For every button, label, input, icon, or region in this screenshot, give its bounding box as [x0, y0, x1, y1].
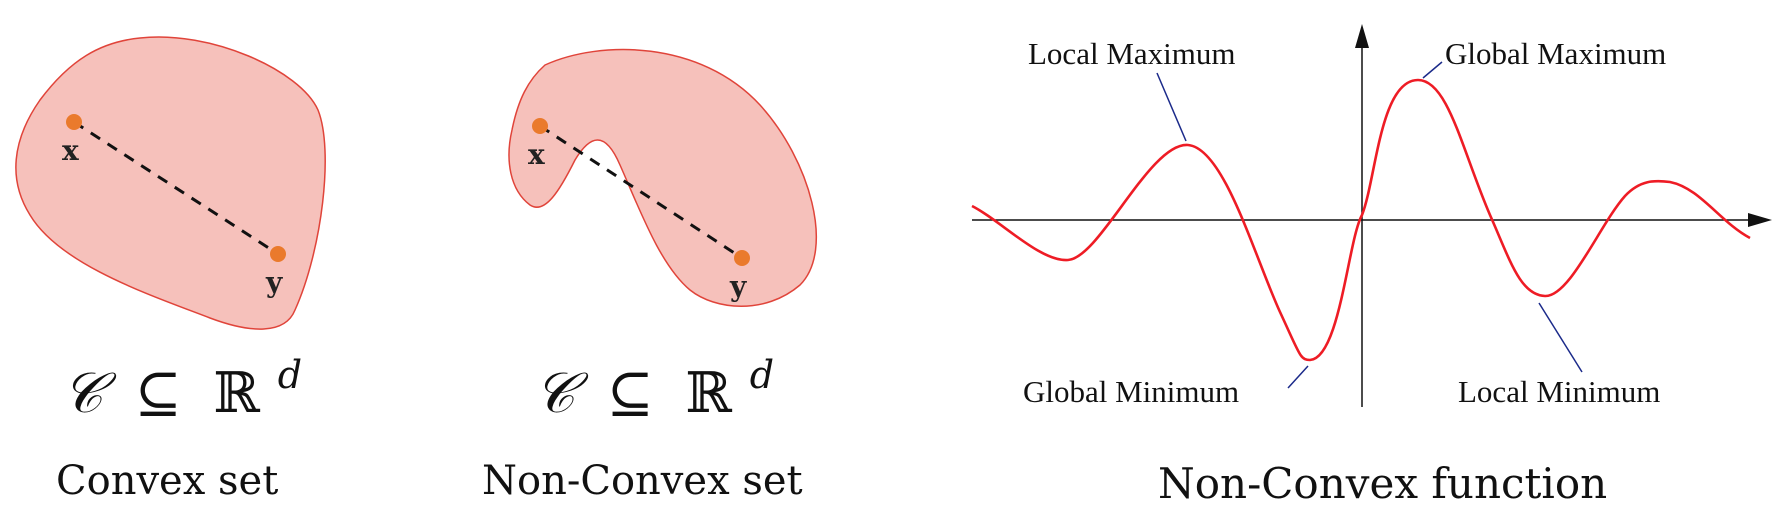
function-curve: [971, 78, 1751, 362]
dimension-symbol: d: [750, 353, 774, 397]
point-y: [734, 250, 750, 266]
dimension-symbol: d: [278, 353, 302, 397]
convex-set-shape: [15, 36, 326, 330]
point-x-label: x: [528, 138, 545, 171]
set-formula: 𝒞 ⊆ ℝ d: [534, 353, 774, 426]
set-symbol: 𝒞: [62, 361, 117, 426]
subset-symbol: ⊆: [135, 361, 182, 426]
point-x-label: x: [62, 134, 79, 167]
y-axis-arrow-icon: [1355, 24, 1369, 48]
x-axis-arrow-icon: [1748, 213, 1772, 227]
convex-set-panel: x y 𝒞 ⊆ ℝ d Convex set: [15, 36, 326, 504]
nonconvex-set-panel: x y 𝒞 ⊆ ℝ d Non-Convex set: [482, 48, 818, 504]
point-y-label: y: [265, 266, 283, 299]
caption-convex-set: Convex set: [56, 458, 278, 504]
point-x: [66, 114, 82, 130]
annotation-local-minimum: Local Minimum: [1458, 374, 1660, 409]
segment-x-y: [539, 124, 743, 260]
point-y: [270, 246, 286, 262]
point-y-label: y: [729, 270, 747, 303]
set-symbol: 𝒞: [534, 361, 589, 426]
space-symbol: ℝ: [685, 361, 733, 426]
leader-global-maximum: [1422, 61, 1443, 79]
caption-nonconvex-set: Non-Convex set: [482, 458, 803, 504]
segment-x-y: [73, 120, 279, 256]
nonconvex-function-panel: Local Maximum Global Maximum Global Mini…: [971, 24, 1772, 508]
annotation-global-maximum: Global Maximum: [1445, 36, 1666, 71]
annotation-local-maximum: Local Maximum: [1028, 36, 1235, 71]
leader-local-maximum: [1156, 72, 1187, 142]
space-symbol: ℝ: [213, 361, 261, 426]
leader-local-minimum: [1538, 302, 1583, 373]
leader-global-minimum: [1287, 365, 1309, 389]
caption-nonconvex-function: Non-Convex function: [1158, 459, 1607, 508]
annotation-global-minimum: Global Minimum: [1023, 374, 1239, 409]
nonconvex-set-shape: [508, 48, 818, 307]
set-formula: 𝒞 ⊆ ℝ d: [62, 353, 302, 426]
subset-symbol: ⊆: [607, 361, 654, 426]
point-x: [532, 118, 548, 134]
